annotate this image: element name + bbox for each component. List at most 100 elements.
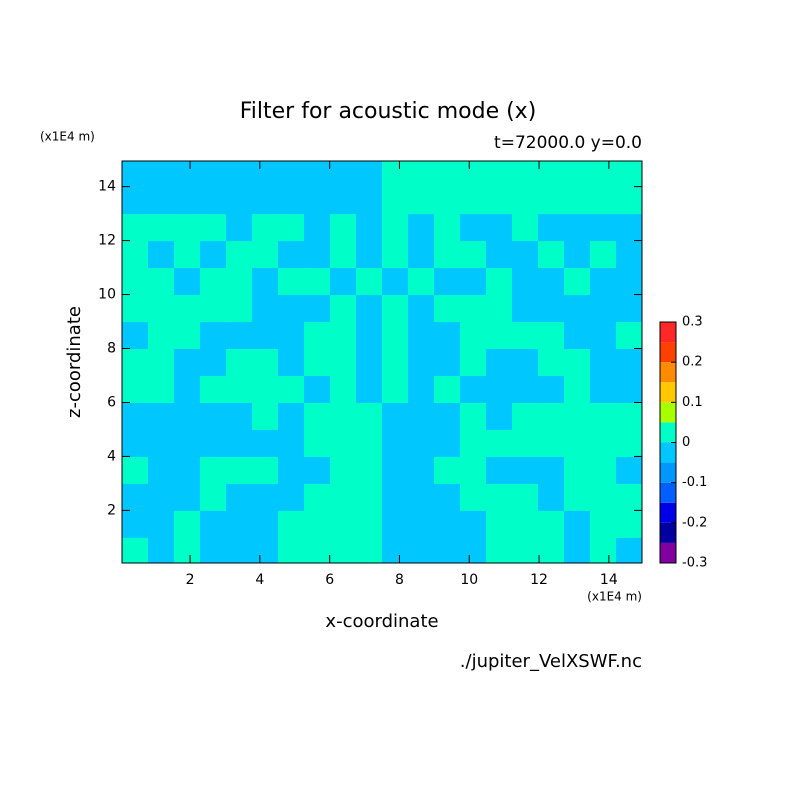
contour-cell [538,294,565,323]
contour-cell [382,267,409,296]
contour-cell [278,213,305,242]
contour-cell [356,161,383,188]
contour-cell [512,348,539,376]
contour-cell [122,537,149,564]
contour-cell [382,213,409,242]
contour-cell [460,267,487,296]
contour-cell [330,321,357,350]
contour-cell [564,267,591,296]
x-tick-label: 10 [460,572,478,588]
contour-cell [512,510,539,538]
contour-cell [382,294,409,323]
contour-cell [512,375,539,403]
contour-cell [304,456,331,484]
colorbar-box [660,362,676,383]
contour-cell [460,510,487,538]
contour-cell [174,510,201,538]
contour-cell [226,321,253,350]
contour-cell [252,348,279,376]
contour-cell [304,186,331,215]
x-tick-label: 8 [395,572,404,588]
contour-cell [564,186,591,215]
contour-cell [278,375,305,403]
contour-cell [174,186,201,215]
contour-cell [330,348,357,376]
contour-cell [486,456,513,484]
colorbar-tick-label: -0.1 [682,475,707,490]
contour-cell [460,213,487,242]
contour-cell [200,213,227,242]
contour-cell [460,161,487,188]
y-tick-label: 2 [107,502,116,518]
contour-cell [512,161,539,188]
contour-cell [590,402,617,430]
contour-cell [174,213,201,242]
colorbar-tick-label: 0.2 [682,355,703,370]
contour-cell [538,402,565,430]
contour-cell [226,240,253,269]
contour-cell [408,267,435,296]
plot-area: 2 4 6 8 10 12 14 2 4 6 8 10 12 14 [98,160,643,588]
contour-cell [460,186,487,215]
contour-cell [278,267,305,296]
contour-cell [486,537,513,564]
contour-cell [408,294,435,323]
y-tick-label: 6 [107,394,116,410]
contour-cell [486,213,513,242]
contour-cell [434,402,461,430]
contour-cell [148,510,175,538]
contour-cell [278,186,305,215]
y-unit: (x1E4 m) [40,130,95,144]
contour-cell [304,483,331,511]
contour-cell [122,483,149,511]
contour-cell [148,402,175,430]
contour-cell [590,483,617,511]
contour-cell [304,375,331,403]
contour-cell [590,161,617,188]
contour-cell [616,267,643,296]
contour-cell [408,375,435,403]
contour-cell [200,375,227,403]
contour-cell [460,321,487,350]
contour-cell [148,161,175,188]
contour-cell [122,213,149,242]
contour-cell [486,375,513,403]
contour-cell [486,267,513,296]
x-tick-label: 2 [186,572,195,588]
contour-cell [226,186,253,215]
contour-cell [434,186,461,215]
contour-cell [486,240,513,269]
contour-cell [512,429,539,457]
colorbar-box [660,402,676,423]
contour-cell [330,510,357,538]
contour-cell [200,456,227,484]
contour-cell [356,294,383,323]
contour-cell [434,483,461,511]
chart-title: Filter for acoustic mode (x) [240,99,537,124]
contour-cell [356,456,383,484]
contour-cell [382,240,409,269]
contour-cell [226,375,253,403]
contour-cell [382,161,409,188]
contour-cell [408,321,435,350]
contour-cell [252,483,279,511]
contour-cell [330,294,357,323]
contour-cell [564,510,591,538]
contour-cell [460,240,487,269]
contour-cell [304,161,331,188]
contour-cell [564,483,591,511]
contour-cell [538,186,565,215]
contour-cell [174,375,201,403]
contour-cell [356,375,383,403]
contour-cell [200,267,227,296]
contour-cell [122,348,149,376]
colorbar-tick-label: -0.3 [682,556,707,571]
plot-frame [121,160,643,564]
contour-cell [174,537,201,564]
contour-cell [304,294,331,323]
contour-cell [226,267,253,296]
contour-cell [382,456,409,484]
contour-cell [356,483,383,511]
contour-cell [538,537,565,564]
colorbar-box [660,462,676,483]
